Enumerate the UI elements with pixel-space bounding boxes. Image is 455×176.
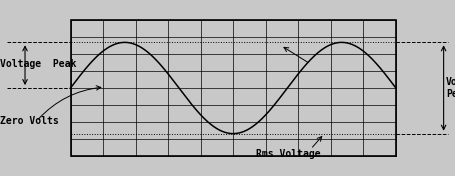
Text: Zero Volts: Zero Volts: [0, 116, 59, 126]
Bar: [71, 20, 396, 156]
Text: Voltage  Peak: Voltage Peak: [0, 59, 76, 69]
Text: Rms Voltage: Rms Voltage: [256, 149, 321, 159]
Text: Voltage
Peak-to-peak: Voltage Peak-to-peak: [446, 77, 455, 99]
